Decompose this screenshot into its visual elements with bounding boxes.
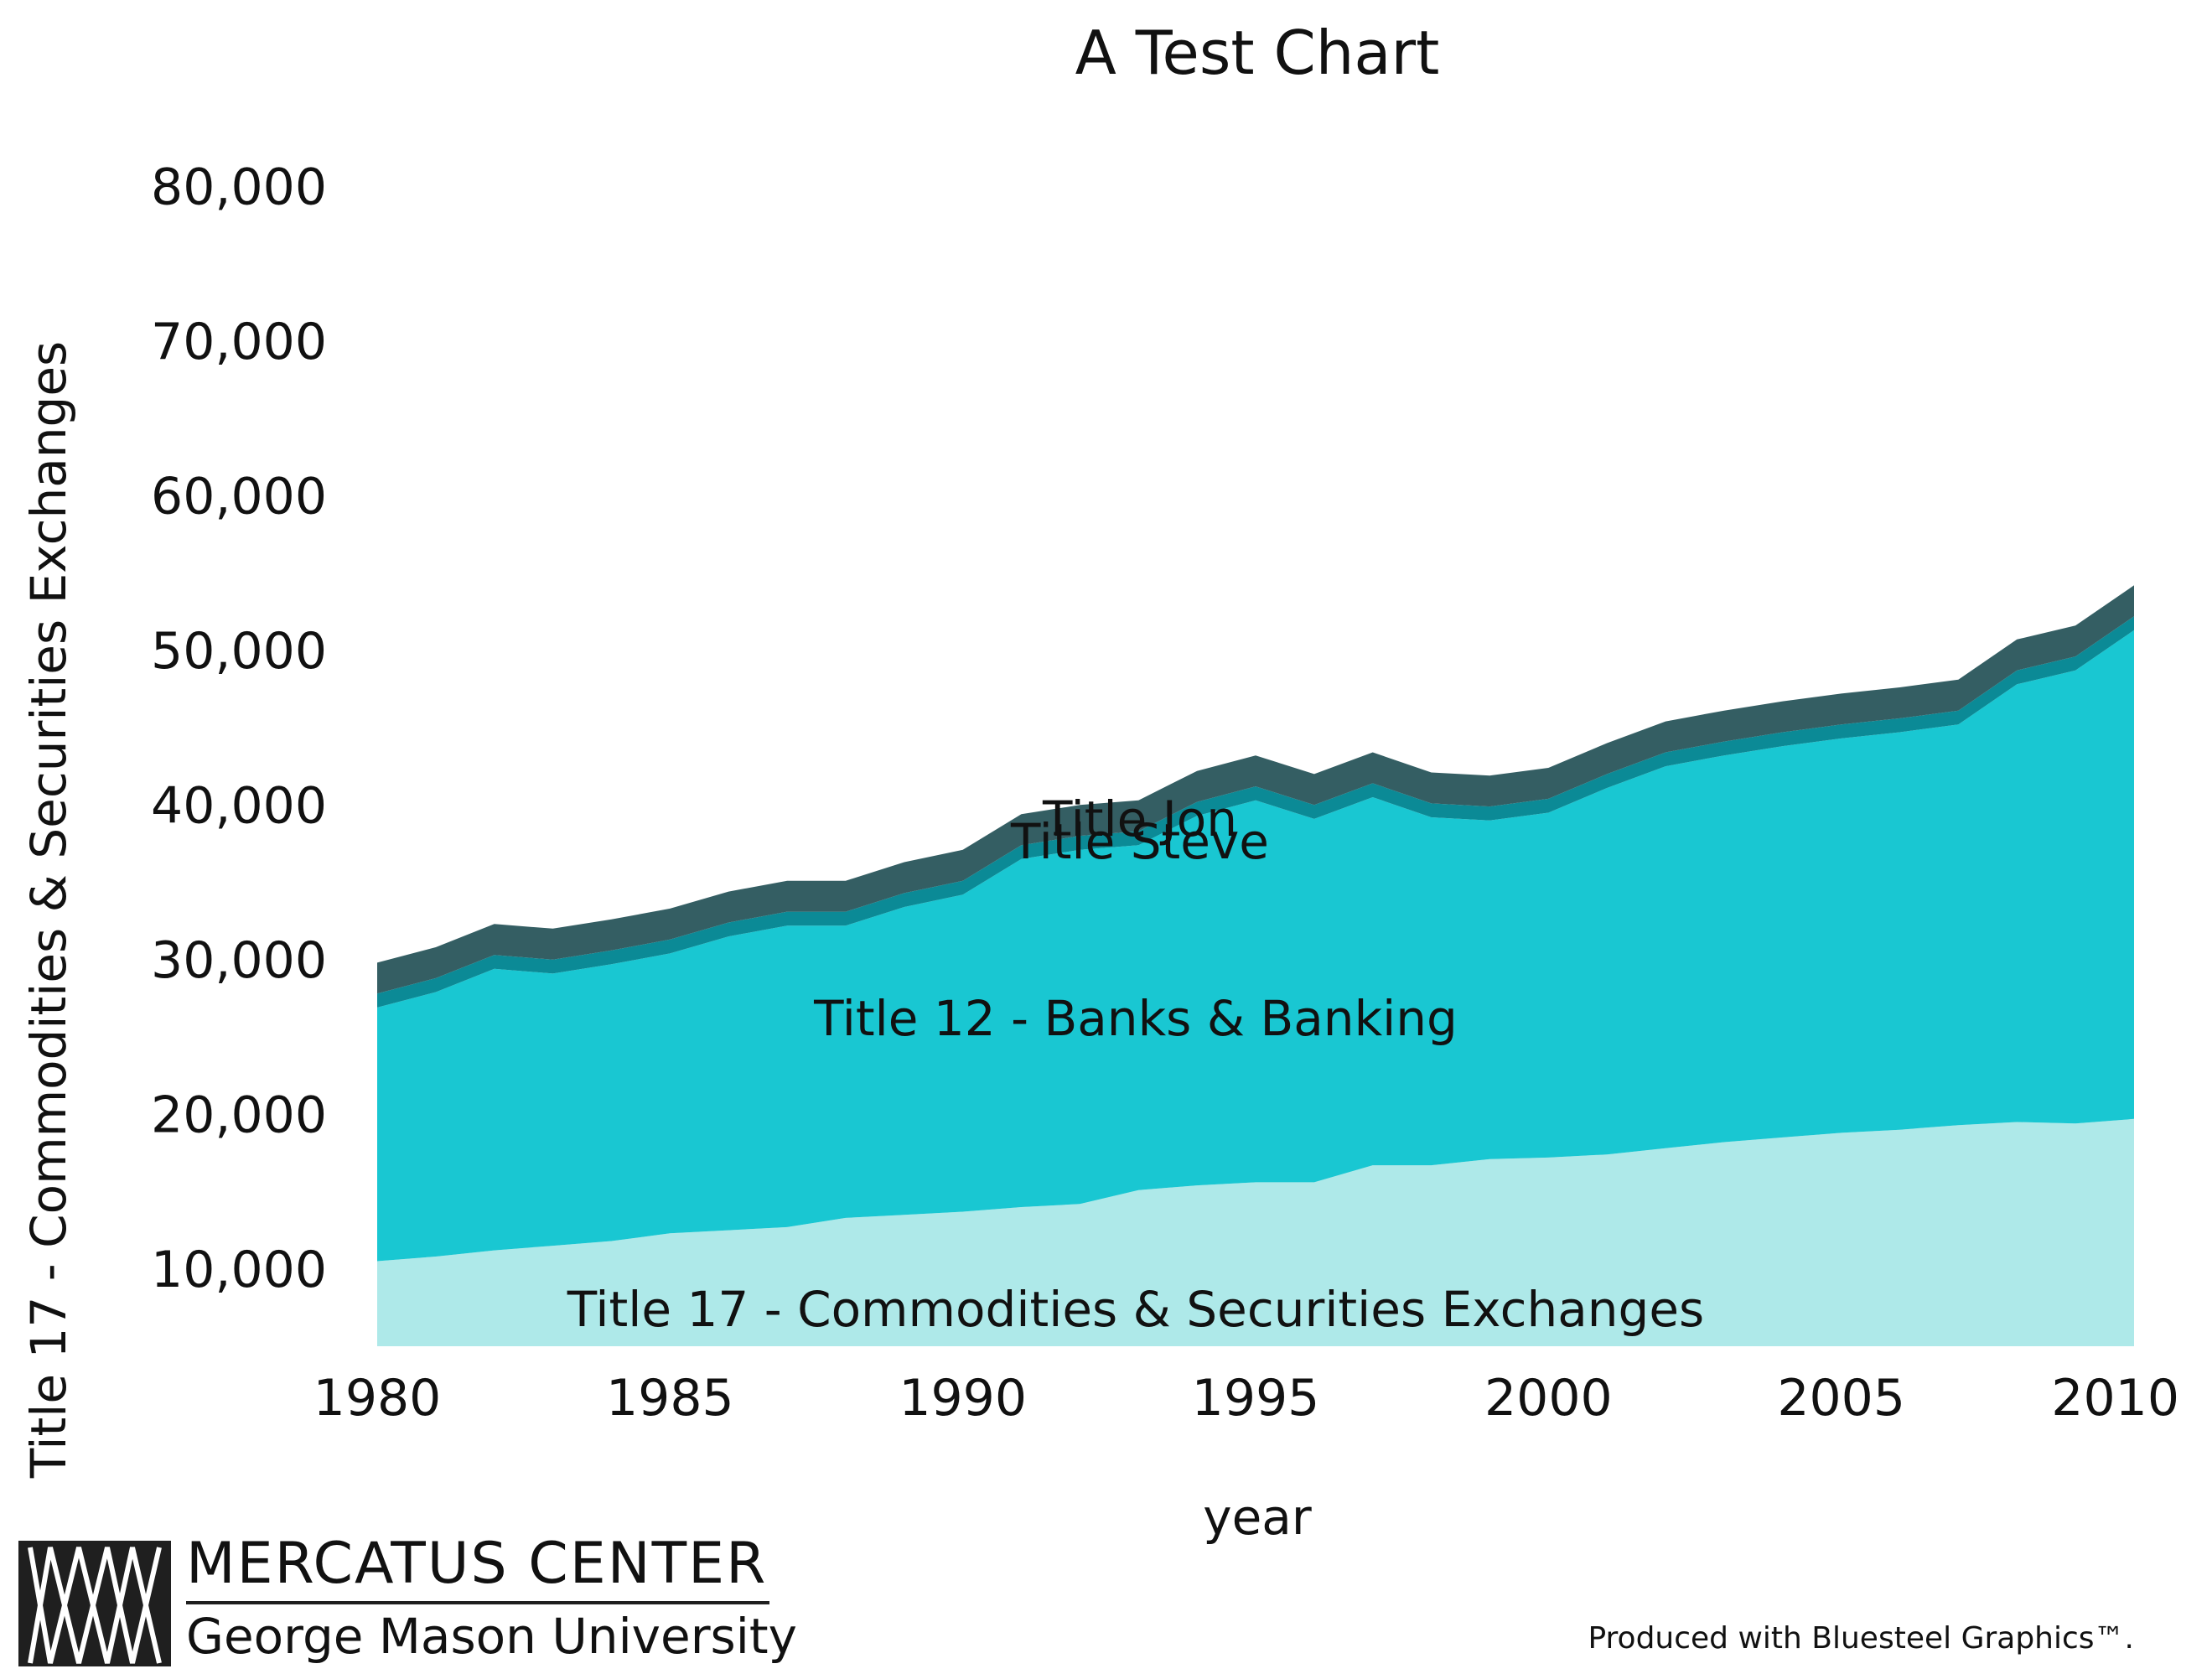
area-series-group xyxy=(377,585,2134,1346)
y-tick-label: 80,000 xyxy=(151,158,327,216)
area-series-3 xyxy=(377,616,2134,1008)
x-tick-label: 2005 xyxy=(1777,1369,1905,1428)
chart-title: A Test Chart xyxy=(1075,18,1440,88)
logo-university: George Mason University xyxy=(186,1608,797,1665)
x-tick-label: 2010 xyxy=(2051,1369,2179,1428)
y-axis-label: Title 17 - Commodities & Securities Exch… xyxy=(20,341,77,1480)
area-label-1: Title 17 - Commodities & Securities Exch… xyxy=(567,1281,1705,1338)
logo-org-name: MERCATUS CENTER xyxy=(186,1531,767,1597)
x-axis-label: year xyxy=(1203,1489,1312,1546)
area-labels: Title 17 - Commodities & Securities Exch… xyxy=(567,790,1705,1338)
y-tick-label: 40,000 xyxy=(151,776,327,835)
x-tick-label: 1980 xyxy=(313,1369,442,1428)
mercatus-logo-mark xyxy=(18,1541,171,1666)
area-series-1 xyxy=(377,1118,2134,1346)
area-series-4 xyxy=(377,585,2134,994)
area-label-2: Title 12 - Banks & Banking xyxy=(813,990,1458,1047)
y-tick-label: 50,000 xyxy=(151,622,327,681)
area-label-4: Title Jon xyxy=(1042,790,1237,847)
y-axis-ticks: 10,000 20,000 30,000 40,000 50,000 60,000 70,0… xyxy=(151,158,327,1299)
y-tick-label: 60,000 xyxy=(151,467,327,526)
x-axis-ticks: 1980 1985 1990 1995 2000 2005 2010 xyxy=(313,1369,2179,1428)
footer-credit: Produced with Bluesteel Graphics™. xyxy=(1588,1621,2134,1656)
x-tick-label: 2000 xyxy=(1484,1369,1613,1428)
area-series-2 xyxy=(377,630,2134,1262)
x-tick-label: 1985 xyxy=(606,1369,734,1428)
y-tick-label: 10,000 xyxy=(151,1241,327,1299)
area-label-3: Title Steve xyxy=(1010,813,1269,870)
y-tick-label: 70,000 xyxy=(151,313,327,371)
y-tick-label: 30,000 xyxy=(151,931,327,990)
x-tick-label: 1990 xyxy=(899,1369,1027,1428)
mercatus-logo: MERCATUS CENTER George Mason University xyxy=(18,1531,797,1666)
y-tick-label: 20,000 xyxy=(151,1086,327,1144)
x-tick-label: 1995 xyxy=(1192,1369,1320,1428)
